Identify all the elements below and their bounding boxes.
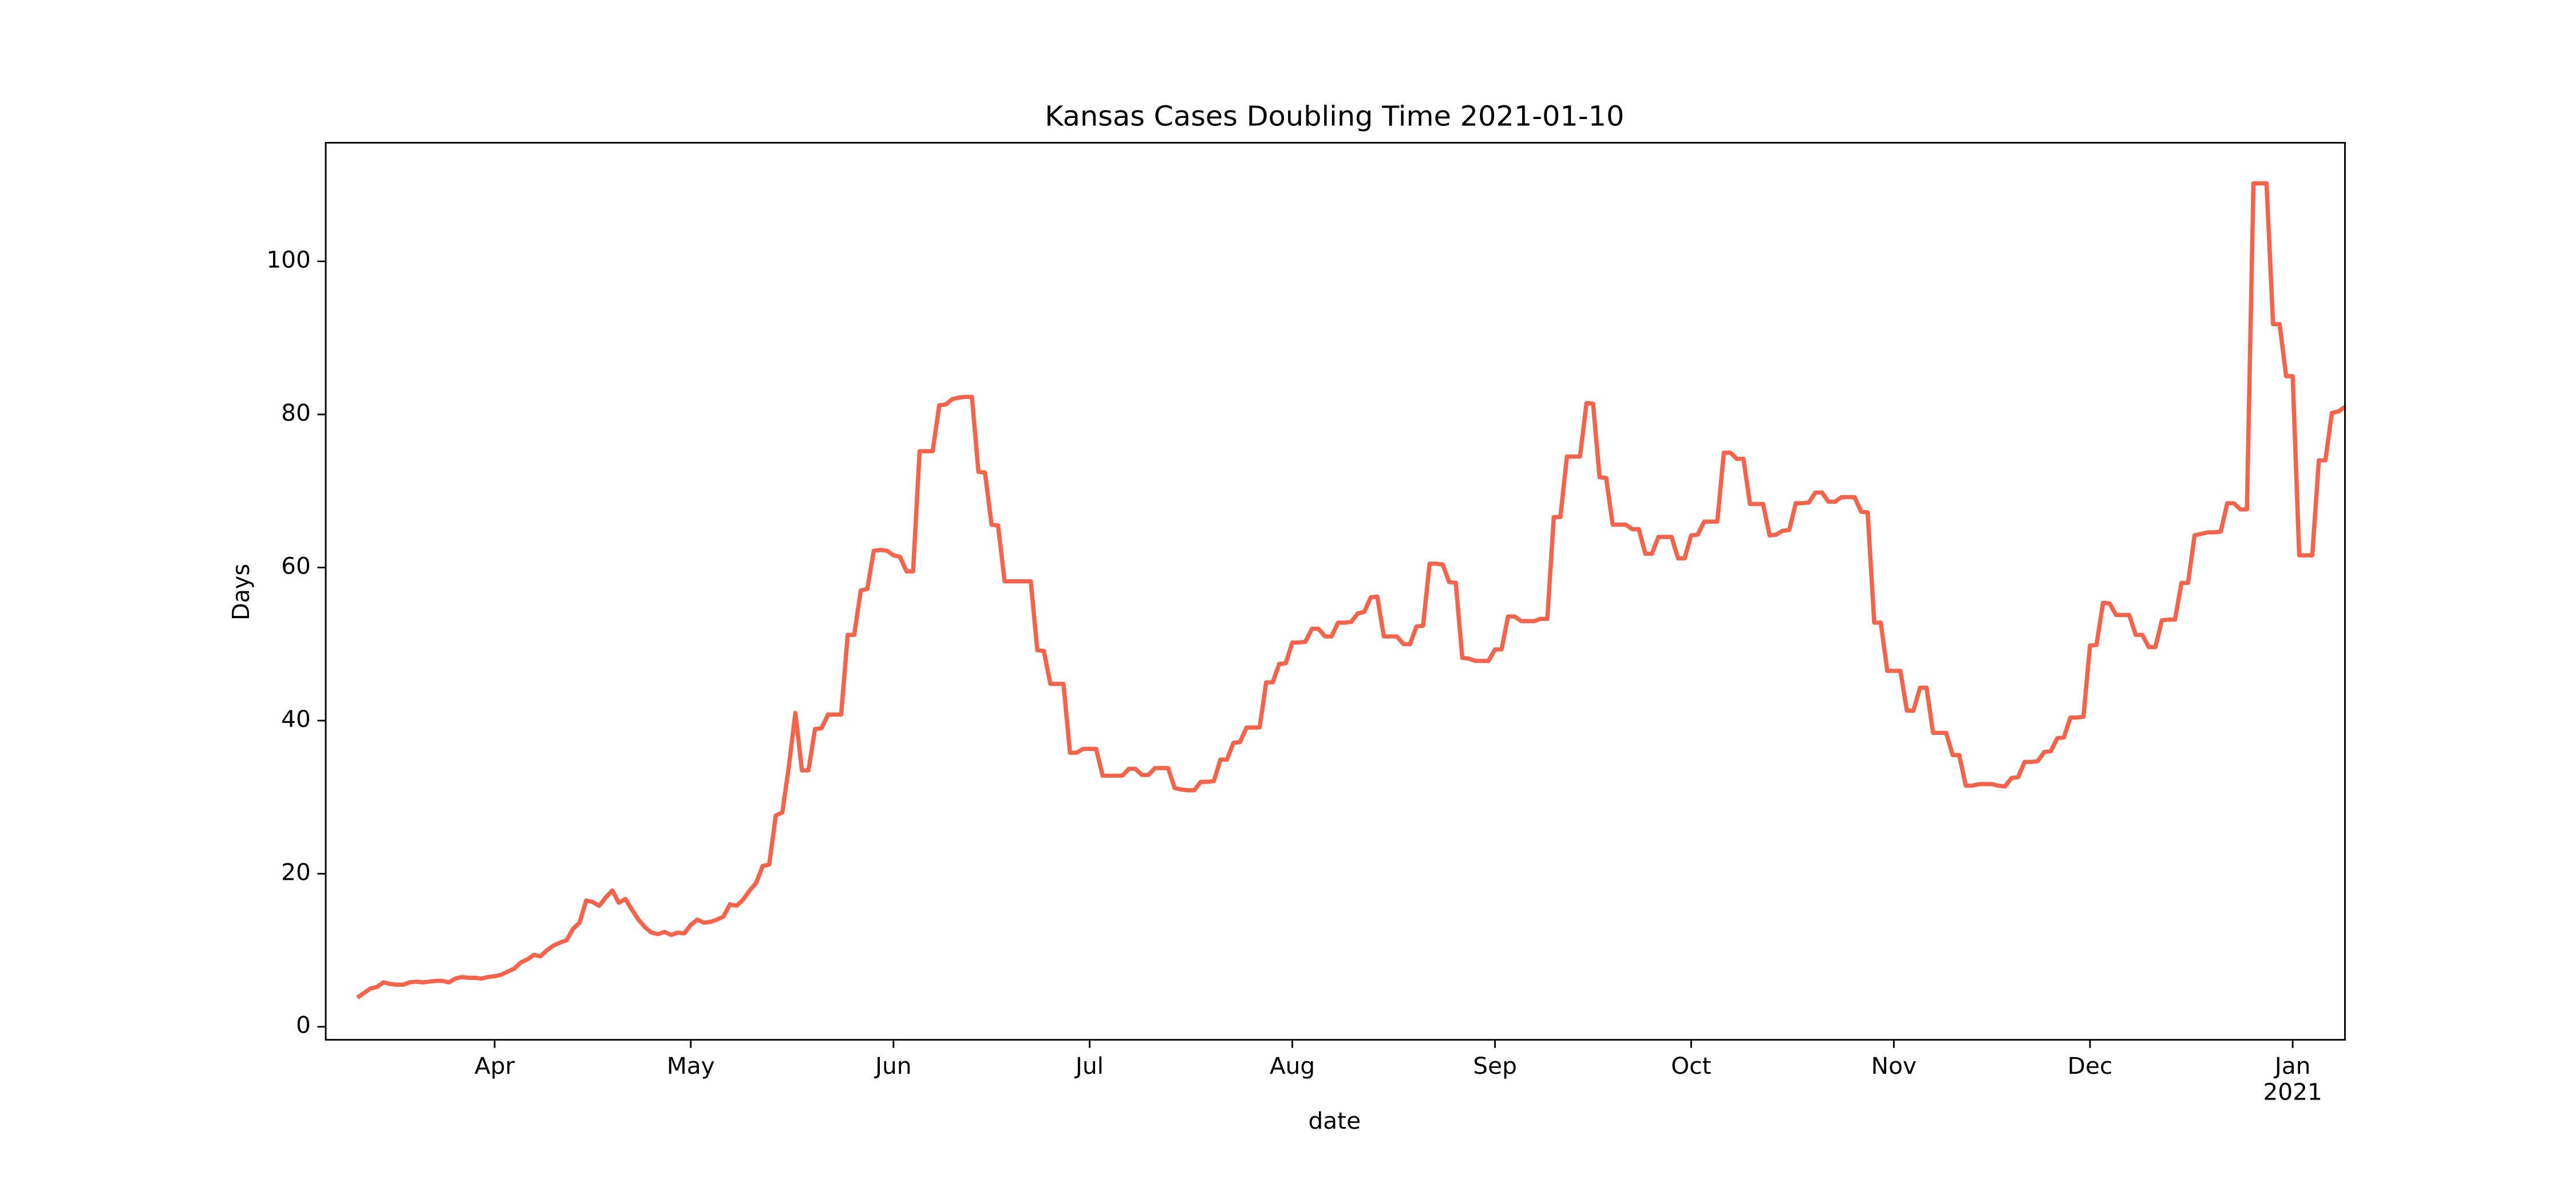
x-axis-label: date <box>1308 1108 1361 1134</box>
x-tick-label: Jun <box>874 1054 912 1080</box>
chart-title: Kansas Cases Doubling Time 2021-01-10 <box>1045 100 1624 132</box>
y-tick-label: 80 <box>281 400 311 426</box>
y-tick-label: 100 <box>266 247 311 273</box>
y-axis-label: Days <box>228 564 255 620</box>
x-tick-label: Sep <box>1473 1054 1517 1080</box>
x-tick-label: Nov <box>1871 1054 1917 1080</box>
data-line <box>355 181 2346 1000</box>
x-tick-label: Jan 2021 <box>2263 1054 2322 1106</box>
x-tick-label: May <box>667 1054 715 1080</box>
plot-frame <box>325 141 2346 1041</box>
x-tick-label: Oct <box>1671 1054 1711 1080</box>
y-tick-label: 20 <box>281 860 311 885</box>
x-tick-label: Apr <box>475 1054 515 1080</box>
x-tick-label: Jul <box>1074 1054 1104 1080</box>
y-tick-label: 60 <box>281 553 311 579</box>
y-tick-label: 0 <box>296 1013 311 1038</box>
y-tick-label: 40 <box>281 706 311 732</box>
x-tick-label: Dec <box>2068 1054 2113 1080</box>
x-tick-label: Aug <box>1270 1054 1315 1080</box>
